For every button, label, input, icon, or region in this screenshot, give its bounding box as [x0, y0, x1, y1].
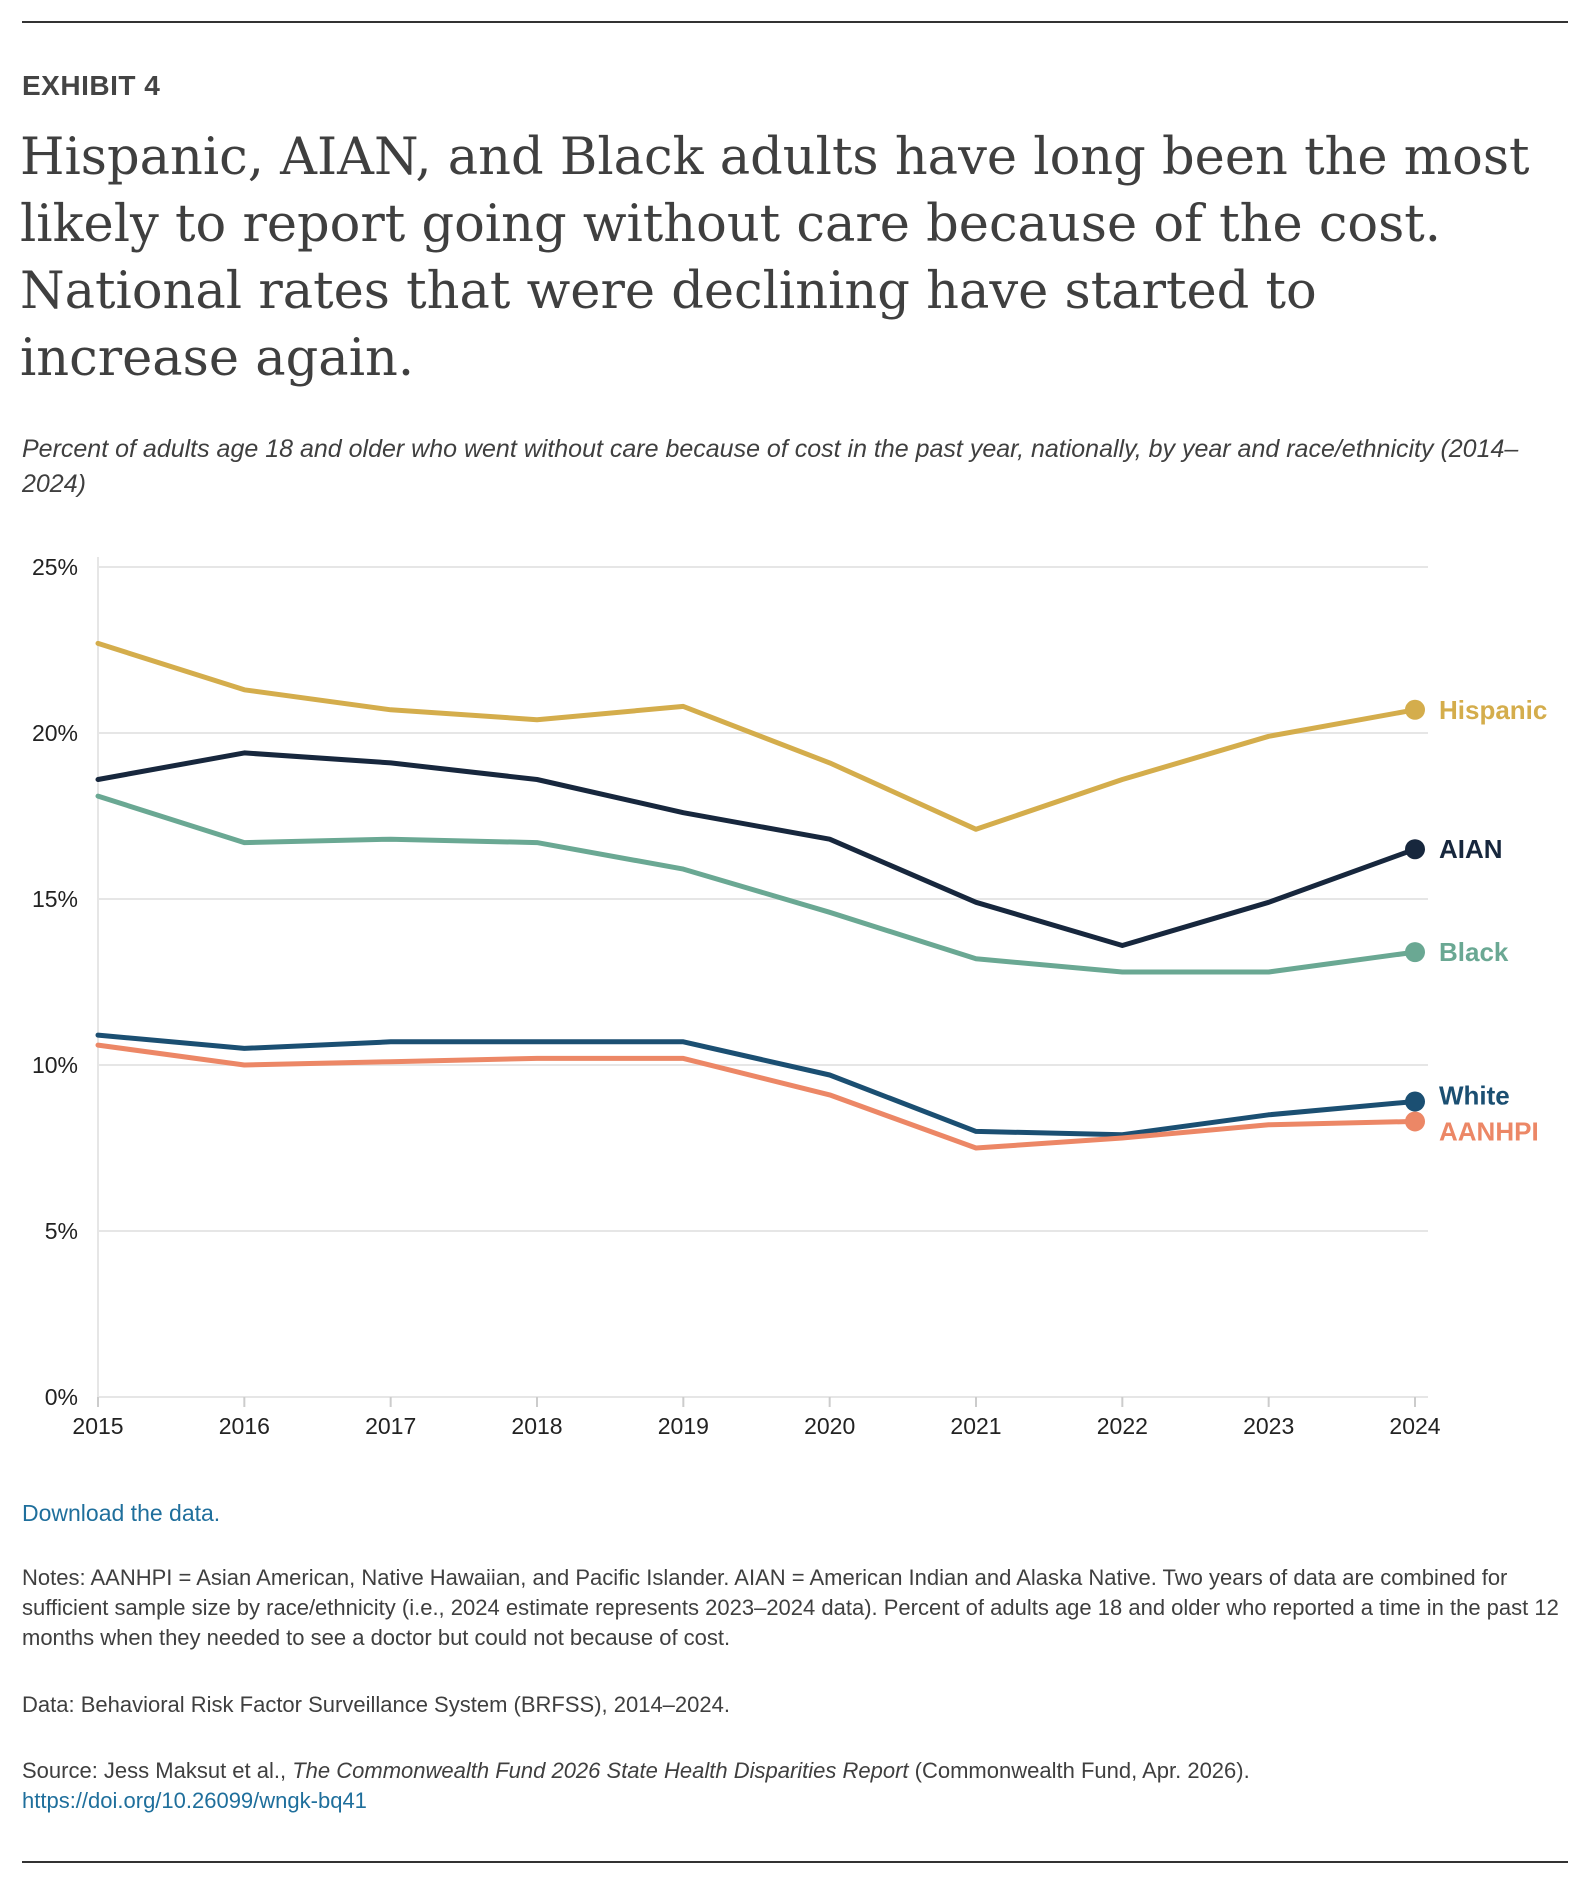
doi-link[interactable]: https://doi.org/10.26099/wngk-bq41 [22, 1788, 367, 1813]
chart-subtitle: Percent of adults age 18 and older who w… [22, 435, 1519, 498]
bottom-rule [22, 1861, 1568, 1863]
x-tick-label: 2021 [950, 1413, 1001, 1439]
series-label-hispanic: Hispanic [1439, 695, 1547, 725]
x-tick-label: 2018 [511, 1413, 562, 1439]
series-line-black [95, 793, 1418, 975]
source-suffix: (Commonwealth Fund, Apr. 2026). [908, 1758, 1250, 1783]
series-label-white: White [1439, 1081, 1510, 1111]
chart-notes: Notes: AANHPI = Asian American, Native H… [22, 1565, 1559, 1650]
endpoint-marker-white [1405, 1091, 1425, 1112]
y-tick-label: 10% [32, 1052, 78, 1078]
y-tick-label: 20% [32, 720, 78, 746]
x-tick-label: 2022 [1097, 1413, 1148, 1439]
series-label-aian: AIAN [1439, 834, 1503, 864]
exhibit-label: EXHIBIT 4 [22, 70, 161, 101]
x-tick-label: 2016 [219, 1413, 270, 1439]
series-label-aanhpi: AANHPI [1439, 1116, 1539, 1146]
source-citation: Source: Jess Maksut et al., The Commonwe… [22, 1756, 1562, 1816]
x-tick-label: 2015 [72, 1413, 123, 1439]
y-tick-label: 15% [32, 886, 78, 912]
x-tick-label: 2017 [365, 1413, 416, 1439]
x-tick-label: 2020 [804, 1413, 855, 1439]
series-line-white [95, 1032, 1418, 1138]
source-publication: The Commonwealth Fund 2026 State Health … [292, 1758, 909, 1783]
download-data-link[interactable]: Download the data. [22, 1500, 221, 1526]
endpoint-marker-black [1405, 942, 1425, 963]
x-tick-label: 2024 [1389, 1413, 1440, 1439]
source-prefix: Source: Jess Maksut et al., [22, 1758, 293, 1783]
endpoint-marker-aian [1405, 839, 1425, 860]
y-tick-label: 0% [45, 1384, 78, 1410]
series-line-hispanic [95, 640, 1418, 832]
x-tick-label: 2023 [1243, 1413, 1294, 1439]
top-rule [22, 21, 1568, 23]
endpoint-marker-hispanic [1405, 699, 1425, 720]
data-source: Data: Behavioral Risk Factor Surveillanc… [22, 1692, 730, 1717]
endpoint-marker-aanhpi [1405, 1111, 1425, 1132]
x-tick-label: 2019 [658, 1413, 709, 1439]
series-line-aanhpi [95, 1042, 1418, 1151]
chart-title: Hispanic, AIAN, and Black adults have lo… [20, 128, 1530, 388]
series-label-black: Black [1439, 937, 1509, 967]
y-tick-label: 25% [32, 554, 78, 580]
series-line-aian [95, 750, 1418, 948]
line-chart: 0% 5% 10% 15% 20% 25% 2015 2016 2017 2018 2019 2020… [32, 554, 1547, 1439]
y-tick-label: 5% [45, 1218, 78, 1244]
